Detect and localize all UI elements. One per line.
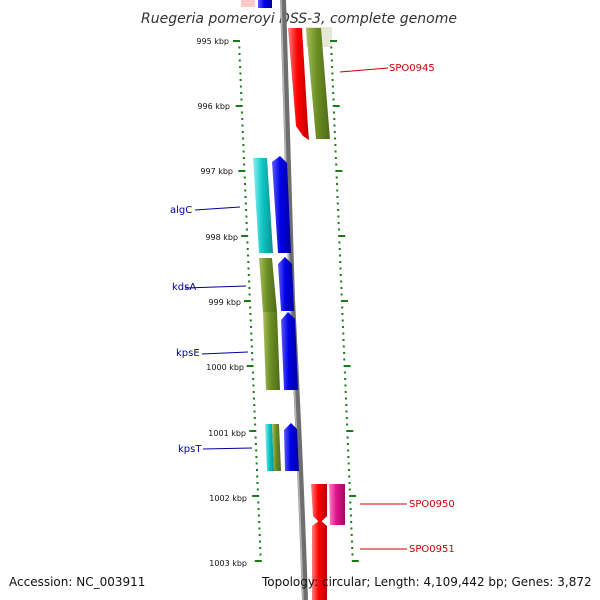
ruler-label-1001: 1001 kbp — [208, 429, 246, 438]
leader-algc — [194, 206, 241, 211]
tick-marks — [233, 40, 359, 562]
ruler-label-999: 999 kbp — [208, 298, 241, 307]
genes — [253, 28, 345, 600]
genome-summary-text: Topology: circular; Length: 4,109,442 bp… — [261, 575, 592, 589]
gene-blue-4[interactable] — [284, 423, 299, 471]
genome-title: Ruegeria pomeroyi DSS-3, complete genome — [141, 11, 457, 27]
label-spo0950[interactable]: SPO0950 — [409, 499, 455, 510]
top-fragment-red — [241, 0, 255, 7]
gene-spo0950-magenta[interactable] — [329, 484, 345, 525]
ruler: 995 kbp 996 kbp 997 kbp 998 kbp 999 kbp … — [196, 37, 247, 568]
leader-kpse — [201, 351, 249, 355]
ruler-label-995: 995 kbp — [196, 37, 229, 46]
ruler-label-997: 997 kbp — [200, 167, 233, 176]
leader-kpst — [202, 447, 253, 450]
gene-olive-small[interactable] — [272, 424, 281, 471]
gene-blue-1[interactable] — [272, 156, 291, 253]
label-kdsa[interactable]: kdsA — [172, 282, 196, 293]
ruler-label-1002: 1002 kbp — [209, 494, 247, 503]
gene-red-lower-1[interactable] — [311, 484, 327, 523]
gene-kdsa-olive[interactable] — [259, 258, 277, 312]
ruler-label-998: 998 kbp — [205, 233, 238, 242]
gene-spo0945-red[interactable] — [288, 28, 309, 140]
label-spo0951[interactable]: SPO0951 — [409, 544, 455, 555]
leader-spo0945 — [339, 67, 389, 73]
top-fragment-blue — [258, 0, 272, 8]
label-leaders — [184, 67, 407, 550]
accession-text: Accession: NC_003911 — [9, 575, 145, 589]
gene-olive-upper[interactable] — [306, 28, 330, 139]
leader-kdsa — [184, 285, 247, 289]
label-kpse[interactable]: kpsE — [176, 348, 200, 359]
gene-algc-cyan[interactable] — [253, 158, 273, 253]
label-spo0945[interactable]: SPO0945 — [389, 63, 435, 74]
gene-spo0951-red[interactable] — [312, 520, 327, 600]
ruler-label-996: 996 kbp — [197, 102, 230, 111]
ruler-label-1003: 1003 kbp — [209, 559, 247, 568]
label-kpst[interactable]: kpsT — [178, 444, 202, 455]
gene-labels: SPO0945 algC kdsA kpsE kpsT SPO0950 SPO0… — [170, 63, 455, 555]
gene-blue-2[interactable] — [278, 257, 294, 311]
gene-kpse-olive[interactable] — [263, 312, 280, 390]
gene-blue-3[interactable] — [281, 312, 298, 390]
label-algc[interactable]: algC — [170, 205, 192, 216]
ruler-label-1000: 1000 kbp — [206, 363, 244, 372]
gene-kpst-cyan[interactable] — [265, 424, 274, 471]
